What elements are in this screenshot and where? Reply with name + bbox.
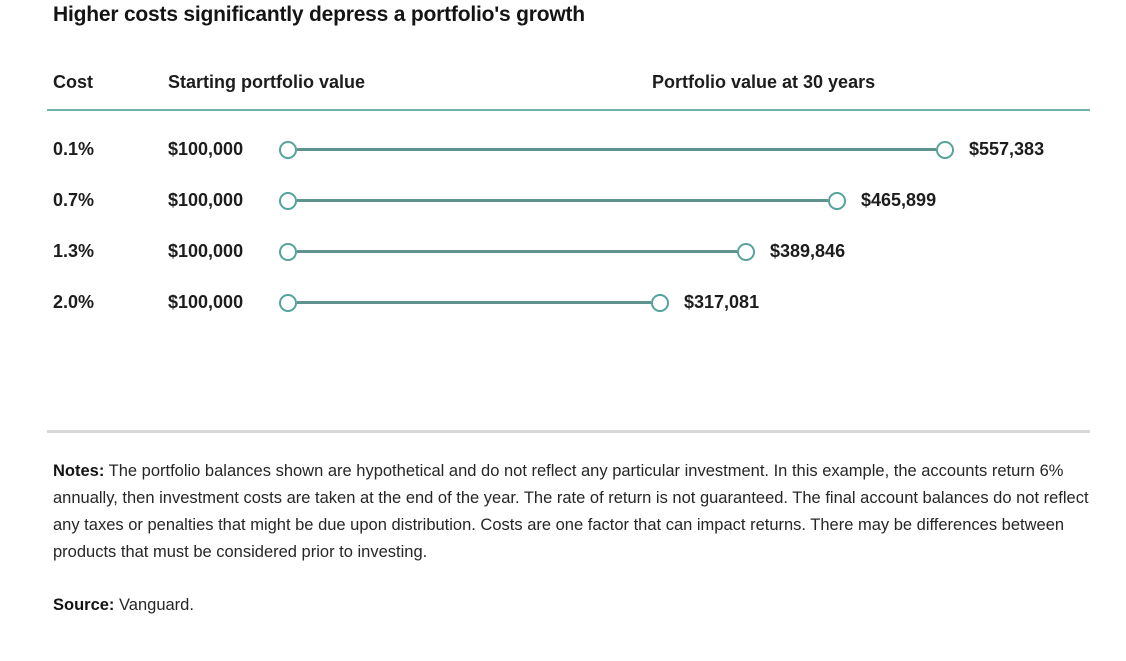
source-line: Source: Vanguard. <box>53 592 1090 619</box>
source-label: Source: <box>53 596 115 614</box>
starting-value-label: $100,000 <box>168 139 244 159</box>
end-value-label: $557,383 <box>969 139 1045 159</box>
notes-text: The portfolio balances shown are hypothe… <box>53 462 1089 561</box>
table-row: 2.0% $100,000 $317,081 <box>53 277 1090 328</box>
value-track: $465,899 <box>279 190 936 211</box>
chart-rows: 0.1% $100,000 $557,383 0.7% $100,000 $46… <box>53 124 1090 328</box>
start-circle-marker-icon <box>279 293 297 312</box>
column-header-cost: Cost <box>53 72 93 92</box>
value-track: $389,846 <box>279 241 845 262</box>
end-circle-marker-icon <box>828 191 846 210</box>
connector-line <box>297 301 651 304</box>
end-circle-marker-icon <box>936 140 954 159</box>
cost-label: 0.1% <box>53 139 95 159</box>
connector-line <box>297 199 828 202</box>
table-row: 0.1% $100,000 $557,383 <box>53 124 1090 175</box>
table-row: 0.7% $100,000 $465,899 <box>53 175 1090 226</box>
table-row: 1.3% $100,000 $389,846 <box>53 226 1090 277</box>
end-circle-marker-icon <box>737 242 755 261</box>
end-value-label: $389,846 <box>770 241 846 261</box>
end-circle-marker-icon <box>651 293 669 312</box>
column-header-starting-value: Starting portfolio value <box>168 72 366 92</box>
cost-label: 0.7% <box>53 190 95 210</box>
column-header-value-30-years: Portfolio value at 30 years <box>652 72 876 92</box>
table-header-row: Cost Starting portfolio value Portfolio … <box>53 72 1090 92</box>
end-value-label: $465,899 <box>861 190 937 210</box>
notes-paragraph: Notes: The portfolio balances shown are … <box>53 458 1090 566</box>
starting-value-label: $100,000 <box>168 292 244 312</box>
start-circle-marker-icon <box>279 140 297 159</box>
cost-label: 2.0% <box>53 292 95 312</box>
page-title: Higher costs significantly depress a por… <box>53 3 585 26</box>
connector-line <box>297 148 936 151</box>
header-rule <box>47 109 1090 111</box>
notes-label: Notes: <box>53 462 105 480</box>
end-value-label: $317,081 <box>684 292 760 312</box>
starting-value-label: $100,000 <box>168 241 244 261</box>
start-circle-marker-icon <box>279 242 297 261</box>
starting-value-label: $100,000 <box>168 190 244 210</box>
section-divider <box>47 430 1090 433</box>
value-track: $557,383 <box>279 139 1044 160</box>
source-text: Vanguard. <box>114 596 194 614</box>
cost-label: 1.3% <box>53 241 95 261</box>
value-track: $317,081 <box>279 292 759 313</box>
connector-line <box>297 250 737 253</box>
start-circle-marker-icon <box>279 191 297 210</box>
